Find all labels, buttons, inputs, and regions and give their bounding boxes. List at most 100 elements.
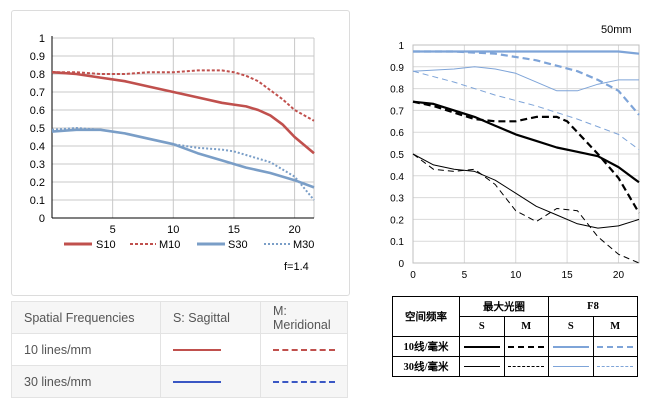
series-line-8 xyxy=(412,70,640,151)
x-tick-label: 0 xyxy=(410,270,416,281)
y-tick-label: 0.8 xyxy=(390,85,404,96)
y-tick-label: 0.3 xyxy=(390,194,404,205)
header-s: S xyxy=(459,316,505,337)
meridional-swatch-30 xyxy=(260,365,348,398)
series-line-6 xyxy=(413,50,640,116)
header-m: M xyxy=(503,316,549,337)
y-tick-label: 1 xyxy=(398,41,404,52)
table-row: 30线/毫米 xyxy=(392,356,638,377)
header-sagittal: S: Sagittal xyxy=(159,301,262,334)
line-sample xyxy=(597,366,634,368)
header-meridional: M: Meridional xyxy=(260,301,348,334)
line-sample xyxy=(508,345,545,348)
x-tick-label: 5 xyxy=(110,224,116,236)
spatial-frequency-table: Spatial Frequencies S: Sagittal M: Merid… xyxy=(11,301,348,398)
series-line-4 xyxy=(412,153,640,264)
header-spatial-frequency: 空间频率 xyxy=(392,296,460,337)
y-tick-label: 0.8 xyxy=(30,69,45,81)
x-axis-ticks: 5 10 15 20 xyxy=(110,224,301,236)
x-tick-label: 15 xyxy=(562,270,574,281)
series-line-2 xyxy=(412,100,640,214)
y-tick-label: 0.9 xyxy=(390,63,404,74)
line-legend-table: 空间频率 最大光圈 F8 S M S M 10线/毫米 30线/毫米 xyxy=(392,296,638,377)
line-sample xyxy=(172,381,221,384)
y-axis-ticks: 0 0.1 0.2 0.3 0.4 0.5 0.6 0.7 0.8 0.9 1 xyxy=(30,33,45,225)
row-label-10: 10 lines/mm xyxy=(11,333,161,366)
y-tick-label: 1 xyxy=(39,33,45,45)
swatch-max-s-10 xyxy=(459,336,505,357)
line-sample xyxy=(552,345,589,348)
row-label-30: 30 lines/mm xyxy=(11,365,161,398)
x-tick-label: 20 xyxy=(288,224,300,236)
row-label-30: 30线/毫米 xyxy=(392,356,460,377)
table-row: 10 lines/mm xyxy=(11,333,348,366)
table-subheader-row: S M S M xyxy=(393,316,638,337)
swatch-f8-m-10 xyxy=(592,336,638,357)
mtf-chart-left: 0 0.1 0.2 0.3 0.4 0.5 0.6 0.7 0.8 0.9 1 5 10 15 20 S1… xyxy=(30,33,315,273)
y-tick-label: 0.9 xyxy=(30,51,45,63)
x-tick-label: 10 xyxy=(510,270,522,281)
mtf-chart-50mm-panel: 50mm 0 0.1 0.2 0.3 0.4 0.5 0.6 0.7 0.8 0.9 1 0 5 10 1… xyxy=(360,10,657,300)
y-axis-ticks: 0 0.1 0.2 0.3 0.4 0.5 0.6 0.7 0.8 0.9 1 xyxy=(390,41,404,270)
x-tick-label: 20 xyxy=(613,270,625,281)
x-axis-ticks: 0 5 10 15 20 xyxy=(410,270,624,281)
line-sample xyxy=(552,366,589,368)
x-tick-label: 10 xyxy=(167,224,179,236)
header-spatial-frequencies: Spatial Frequencies xyxy=(11,301,161,334)
row-label-10: 10线/毫米 xyxy=(392,336,460,357)
legend: S10 M10 S30 M30 xyxy=(64,239,314,251)
y-tick-label: 0.3 xyxy=(30,159,45,171)
table-row: 30 lines/mm xyxy=(11,365,348,398)
x-tick-label: 5 xyxy=(462,270,468,281)
swatch-f8-s-30 xyxy=(548,356,594,377)
legend-label-m10: M10 xyxy=(159,239,180,251)
y-tick-label: 0.2 xyxy=(30,177,45,189)
series-line-1 xyxy=(412,100,640,184)
line-sample xyxy=(508,366,545,368)
line-sample xyxy=(172,349,221,352)
legend-label-s10: S10 xyxy=(96,239,116,251)
y-tick-label: 0.6 xyxy=(30,105,45,117)
series-line-m30 xyxy=(51,127,315,201)
swatch-f8-m-30 xyxy=(592,356,638,377)
header-f8: F8 xyxy=(548,296,638,317)
series-line-m10 xyxy=(52,69,315,122)
series-line-5 xyxy=(413,50,640,55)
series-line-s10 xyxy=(51,70,315,155)
series-line-7 xyxy=(412,66,639,92)
y-tick-label: 0 xyxy=(398,259,404,270)
y-tick-label: 0.2 xyxy=(390,215,404,226)
table-header-row: Spatial Frequencies S: Sagittal M: Merid… xyxy=(11,301,348,334)
swatch-f8-s-10 xyxy=(548,336,594,357)
y-tick-label: 0 xyxy=(39,213,45,225)
y-tick-label: 0.4 xyxy=(390,172,404,183)
focal-length-label: 50mm xyxy=(601,24,632,36)
series-line-3 xyxy=(412,153,640,229)
chart-grid xyxy=(51,36,315,219)
line-sample xyxy=(273,349,335,352)
line-sample xyxy=(597,345,634,348)
series-lines xyxy=(412,50,640,264)
sagittal-swatch-10 xyxy=(159,333,262,366)
table-row: 10线/毫米 xyxy=(392,336,638,357)
y-tick-label: 0.7 xyxy=(390,106,404,117)
table-header-row: 空间频率 最大光圈 F8 xyxy=(392,296,638,337)
y-tick-label: 0.7 xyxy=(30,87,45,99)
y-tick-label: 0.1 xyxy=(30,195,45,207)
header-m: M xyxy=(592,316,638,337)
series-line-s30 xyxy=(51,128,315,189)
swatch-max-m-30 xyxy=(503,356,549,377)
y-tick-label: 0.5 xyxy=(30,123,45,135)
swatch-max-m-10 xyxy=(503,336,549,357)
header-max-aperture: 最大光圈 xyxy=(459,296,549,317)
y-tick-label: 0.1 xyxy=(390,237,404,248)
legend-label-m30: M30 xyxy=(293,239,314,251)
y-tick-label: 0.5 xyxy=(390,150,404,161)
line-sample xyxy=(273,381,335,384)
mtf-chart-right: 50mm 0 0.1 0.2 0.3 0.4 0.5 0.6 0.7 0.8 0.9 1 0 5 10 1… xyxy=(390,24,640,281)
y-tick-label: 0.6 xyxy=(390,128,404,139)
mtf-chart-panel: 0 0.1 0.2 0.3 0.4 0.5 0.6 0.7 0.8 0.9 1 5 10 15 20 S1… xyxy=(11,10,350,296)
aperture-label: f=1.4 xyxy=(284,261,309,273)
x-tick-label: 15 xyxy=(228,224,240,236)
line-sample xyxy=(463,366,500,368)
